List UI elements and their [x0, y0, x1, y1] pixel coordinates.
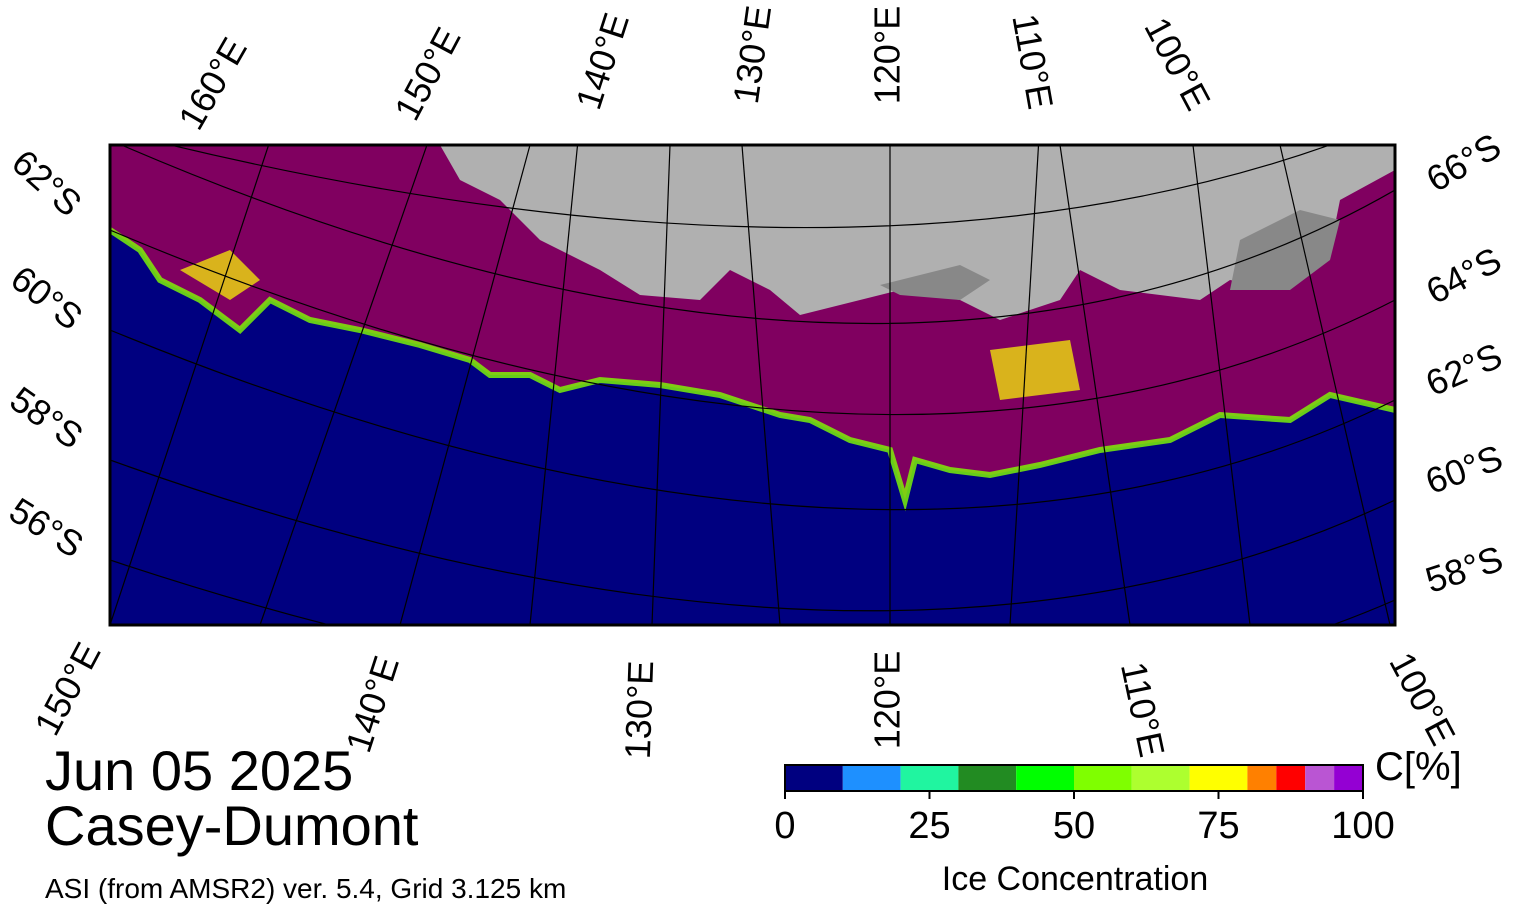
colorbar-tick-label: 25	[908, 805, 950, 847]
colorbar-segment	[1189, 765, 1248, 791]
grid-label: 150°E	[26, 635, 108, 741]
grid-label: 58°S	[3, 378, 91, 457]
grid-label: 160°E	[170, 31, 255, 137]
colorbar-segment	[1276, 765, 1306, 791]
grid-label: 150°E	[386, 20, 468, 126]
colorbar: 0 25 50 75 100	[774, 764, 1395, 847]
colorbar-tick-label: 0	[774, 805, 795, 847]
colorbar-segment	[900, 765, 959, 791]
map-frame	[108, 143, 1397, 627]
grid-label: 100°E	[1136, 10, 1218, 116]
grid-label: 110°E	[1004, 11, 1061, 112]
grid-label: 64°S	[1419, 239, 1508, 312]
colorbar-segment	[785, 765, 843, 791]
grid-label: 60°S	[1420, 437, 1508, 502]
grid-label: 62°S	[4, 141, 90, 224]
colorbar-tick-label: 50	[1053, 805, 1095, 847]
grid-label: 140°E	[337, 651, 406, 757]
region: Casey-Dumont	[45, 794, 419, 857]
colorbar-segment	[1247, 765, 1277, 791]
grid-label: 58°S	[1420, 538, 1507, 601]
colorbar-segment	[1016, 765, 1074, 791]
grid-label: 66°S	[1419, 125, 1507, 200]
grid-label: 110°E	[1113, 658, 1173, 760]
grid-label: 140°E	[567, 8, 636, 114]
colorbar-segment	[1074, 765, 1132, 791]
grid-label: 56°S	[2, 489, 90, 565]
grid-label: 100°E	[1381, 645, 1463, 751]
colorbar-segment	[1334, 765, 1363, 791]
land	[440, 145, 1395, 320]
map	[110, 145, 1395, 625]
colorbar-tick-label: 75	[1197, 805, 1239, 847]
colorbar-segment	[1305, 765, 1335, 791]
grid-label: 130°E	[617, 660, 661, 760]
colorbar-segment	[958, 765, 1017, 791]
grid-label: 62°S	[1420, 335, 1508, 404]
colorbar-unit: C[%]	[1375, 745, 1462, 789]
grid-label: 60°S	[3, 257, 90, 338]
ice-edge	[110, 227, 1395, 512]
grid-label: 130°E	[725, 3, 779, 106]
colorbar-segment	[842, 765, 901, 791]
source: ASI (from AMSR2) ver. 5.4, Grid 3.125 km	[45, 873, 566, 904]
colorbar-title: Ice Concentration	[942, 860, 1209, 898]
grid-label: 120°E	[867, 6, 908, 104]
ice-shelf	[880, 210, 1340, 300]
colorbar-segment	[1131, 765, 1190, 791]
date: Jun 05 2025	[45, 739, 353, 802]
colorbar-tick-label: 100	[1331, 805, 1394, 847]
grid-label: 120°E	[867, 651, 908, 749]
